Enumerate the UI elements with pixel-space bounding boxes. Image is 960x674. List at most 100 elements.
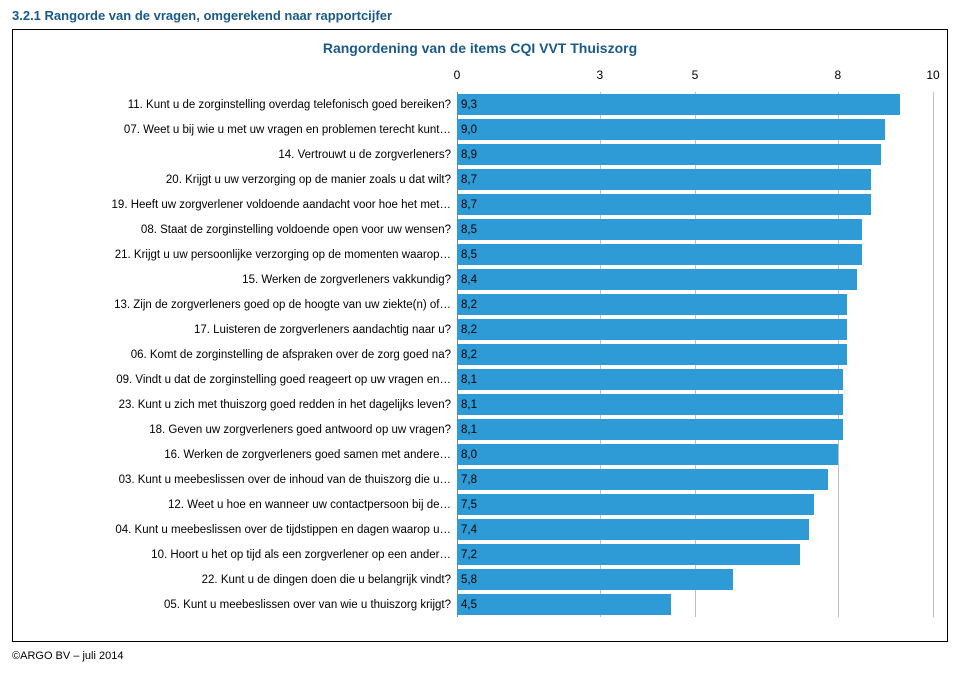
bar-value: 8,4: [461, 274, 477, 286]
section-heading: 3.2.1 Rangorde van de vragen, omgerekend…: [12, 8, 948, 23]
chart-row: 18. Geven uw zorgverleners goed antwoord…: [27, 417, 933, 442]
x-axis-tick: 10: [926, 68, 939, 82]
bar-track: 8,2: [457, 317, 933, 342]
bar-value: 8,2: [461, 299, 477, 311]
bar-track: 7,4: [457, 517, 933, 542]
bar-value: 9,0: [461, 124, 477, 136]
bar-value: 5,8: [461, 574, 477, 586]
bar: [457, 344, 847, 365]
bar: [457, 394, 843, 415]
gridline: [838, 567, 839, 592]
bar-track: 8,1: [457, 392, 933, 417]
bar-track: 8,7: [457, 167, 933, 192]
chart-row: 12. Weet u hoe en wanneer uw contactpers…: [27, 492, 933, 517]
gridline: [933, 217, 934, 242]
gridline: [933, 567, 934, 592]
row-label: 06. Komt de zorginstelling de afspraken …: [27, 349, 457, 361]
row-label: 20. Krijgt u uw verzorging op de manier …: [27, 174, 457, 186]
chart-row: 19. Heeft uw zorgverlener voldoende aand…: [27, 192, 933, 217]
footer-copyright: ©ARGO BV – juli 2014: [12, 650, 948, 662]
gridline: [933, 392, 934, 417]
chart-row: 14. Vertrouwt u de zorgverleners? 8,9: [27, 142, 933, 167]
bar-track: 4,5: [457, 592, 933, 617]
gridline: [838, 592, 839, 617]
bar: [457, 94, 900, 115]
x-axis-tick: 3: [596, 68, 603, 82]
chart-rows: 11. Kunt u de zorginstelling overdag tel…: [27, 92, 933, 617]
row-label: 19. Heeft uw zorgverlener voldoende aand…: [27, 199, 457, 211]
bar: [457, 594, 671, 615]
bar: [457, 494, 814, 515]
chart-row: 08. Staat de zorginstelling voldoende op…: [27, 217, 933, 242]
chart-row: 11. Kunt u de zorginstelling overdag tel…: [27, 92, 933, 117]
bar-track: 8,0: [457, 442, 933, 467]
bar-track: 8,4: [457, 267, 933, 292]
bar: [457, 569, 733, 590]
bar-track: 5,8: [457, 567, 933, 592]
bar-track: 8,1: [457, 367, 933, 392]
row-label: 15. Werken de zorgverleners vakkundig?: [27, 274, 457, 286]
row-label: 22. Kunt u de dingen doen die u belangri…: [27, 574, 457, 586]
gridline: [838, 517, 839, 542]
row-label: 14. Vertrouwt u de zorgverleners?: [27, 149, 457, 161]
gridline: [933, 367, 934, 392]
chart-row: 07. Weet u bij wie u met uw vragen en pr…: [27, 117, 933, 142]
bar-track: 9,0: [457, 117, 933, 142]
gridline: [933, 267, 934, 292]
chart-row: 10. Hoort u het op tijd als een zorgverl…: [27, 542, 933, 567]
row-label: 10. Hoort u het op tijd als een zorgverl…: [27, 549, 457, 561]
bar-track: 8,2: [457, 342, 933, 367]
chart-title: Rangordening van de items CQI VVT Thuisz…: [27, 40, 933, 56]
bar: [457, 519, 809, 540]
bar-value: 8,5: [461, 224, 477, 236]
chart-row: 20. Krijgt u uw verzorging op de manier …: [27, 167, 933, 192]
bar-track: 7,8: [457, 467, 933, 492]
gridline: [933, 342, 934, 367]
row-label: 08. Staat de zorginstelling voldoende op…: [27, 224, 457, 236]
gridline: [933, 492, 934, 517]
bar-track: 8,9: [457, 142, 933, 167]
bar: [457, 194, 871, 215]
row-label: 13. Zijn de zorgverleners goed op de hoo…: [27, 299, 457, 311]
bar-track: 8,2: [457, 292, 933, 317]
bar-value: 9,3: [461, 99, 477, 111]
gridline: [933, 292, 934, 317]
gridline: [933, 117, 934, 142]
row-label: 12. Weet u hoe en wanneer uw contactpers…: [27, 499, 457, 511]
bar: [457, 444, 838, 465]
gridline: [933, 142, 934, 167]
row-label: 03. Kunt u meebeslissen over de inhoud v…: [27, 474, 457, 486]
bar-value: 8,7: [461, 199, 477, 211]
gridline: [933, 517, 934, 542]
bar-track: 8,5: [457, 217, 933, 242]
bar: [457, 144, 881, 165]
gridline: [933, 167, 934, 192]
bar-track: 8,7: [457, 192, 933, 217]
gridline: [695, 592, 696, 617]
bar: [457, 119, 885, 140]
bar: [457, 294, 847, 315]
bar-value: 8,2: [461, 324, 477, 336]
bar-value: 8,1: [461, 374, 477, 386]
bar: [457, 369, 843, 390]
chart-row: 13. Zijn de zorgverleners goed op de hoo…: [27, 292, 933, 317]
bar: [457, 219, 862, 240]
bar-value: 8,1: [461, 424, 477, 436]
gridline: [838, 542, 839, 567]
bar-value: 7,5: [461, 499, 477, 511]
bar-value: 8,2: [461, 349, 477, 361]
bar: [457, 269, 857, 290]
row-label: 11. Kunt u de zorginstelling overdag tel…: [27, 99, 457, 111]
bar-value: 8,9: [461, 149, 477, 161]
bar-value: 8,1: [461, 399, 477, 411]
gridline: [933, 467, 934, 492]
gridline: [838, 442, 839, 467]
chart-frame: Rangordening van de items CQI VVT Thuisz…: [12, 29, 948, 642]
chart-row: 16. Werken de zorgverleners goed samen m…: [27, 442, 933, 467]
bar-value: 7,2: [461, 549, 477, 561]
bar-value: 8,0: [461, 449, 477, 461]
gridline: [838, 467, 839, 492]
chart-row: 03. Kunt u meebeslissen over de inhoud v…: [27, 467, 933, 492]
bar-track: 8,1: [457, 417, 933, 442]
chart-row: 04. Kunt u meebeslissen over de tijdstip…: [27, 517, 933, 542]
